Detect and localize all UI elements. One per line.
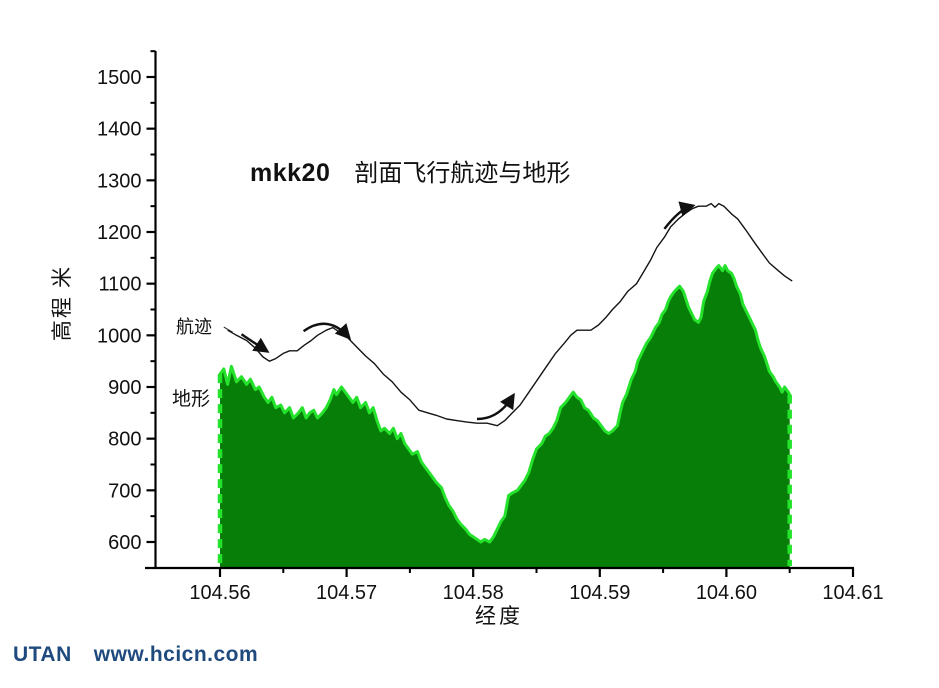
y-axis-title: 高程 米 bbox=[50, 264, 74, 342]
y-tick-label: 1100 bbox=[98, 274, 141, 296]
watermark-url: www.hcicn.com bbox=[93, 643, 259, 666]
x-tick-label: 104.59 bbox=[569, 582, 630, 604]
x-tick-label: 104.56 bbox=[189, 582, 250, 604]
terrain-area bbox=[220, 265, 790, 567]
y-tick-label: 900 bbox=[108, 377, 141, 399]
y-tick-label: 1000 bbox=[97, 325, 142, 347]
x-axis-title: 经度 bbox=[475, 604, 523, 628]
x-tick-label: 104.60 bbox=[696, 582, 757, 604]
direction-arrow-3 bbox=[476, 392, 515, 421]
chart-title: mkk20 剖面飞行航迹与地形 bbox=[250, 153, 570, 188]
y-tick-label: 1200 bbox=[97, 222, 142, 244]
y-tick-label: 600 bbox=[108, 532, 141, 554]
y-tick-label: 800 bbox=[108, 429, 141, 451]
terrain-label: 地形 bbox=[172, 389, 211, 410]
watermark: UTAN www.hcicn.com bbox=[13, 643, 258, 667]
flight-path-line bbox=[227, 202, 793, 427]
x-tick-label: 104.61 bbox=[822, 582, 883, 604]
chart-title-text: 剖面飞行航迹与地形 bbox=[354, 161, 571, 187]
chart-title-code: mkk20 bbox=[250, 159, 331, 187]
flight-path-label: 航迹 bbox=[176, 317, 212, 337]
terrain-edge bbox=[218, 264, 792, 544]
y-tick-label: 1400 bbox=[97, 119, 142, 141]
x-tick-label: 104.57 bbox=[316, 582, 377, 604]
direction-arrow-4 bbox=[663, 201, 696, 230]
flight-label-leader bbox=[223, 326, 233, 333]
direction-arrow-1 bbox=[240, 333, 270, 353]
y-tick-label: 1300 bbox=[97, 170, 142, 192]
y-tick-label: 700 bbox=[108, 480, 141, 502]
x-tick-label: 104.58 bbox=[443, 582, 504, 604]
watermark-brand: UTAN bbox=[13, 643, 72, 666]
y-tick-label: 1500 bbox=[97, 67, 142, 89]
direction-arrow-2 bbox=[302, 322, 352, 340]
